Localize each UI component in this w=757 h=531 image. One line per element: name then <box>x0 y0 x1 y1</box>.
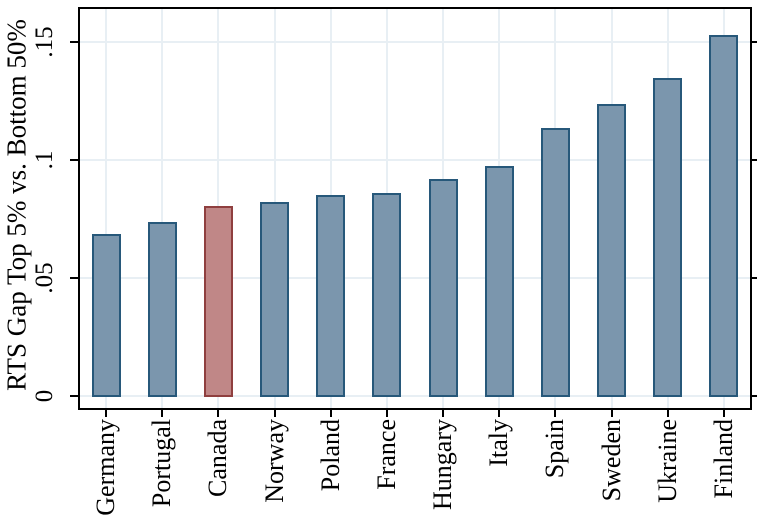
plot-border <box>78 7 752 410</box>
bar-norway <box>260 202 289 397</box>
bar-sweden <box>597 104 626 397</box>
x-tick-label-text: Poland <box>316 419 345 492</box>
x-axis-tick <box>161 410 163 417</box>
x-tick-label-text: Sweden <box>597 419 626 502</box>
h-gridline <box>78 41 752 43</box>
v-gridline <box>105 7 107 408</box>
bar-spain <box>541 128 570 397</box>
y-tick-label-text: .15 <box>31 26 58 58</box>
x-tick-label-text: Norway <box>260 419 289 503</box>
y-tick-label-text: .1 <box>31 150 58 170</box>
y-axis-tick <box>70 159 78 161</box>
bar-portugal <box>148 222 177 397</box>
y-axis-tick-right <box>752 159 757 161</box>
x-axis-tick <box>498 410 500 417</box>
x-tick-label-text: Italy <box>484 419 513 467</box>
x-axis-tick <box>667 410 669 417</box>
y-tick-label-text: 0 <box>31 389 58 403</box>
x-axis-tick <box>442 410 444 417</box>
y-axis-tick-right <box>752 395 757 397</box>
x-axis-tick <box>330 410 332 417</box>
h-gridline <box>78 159 752 161</box>
bar-poland <box>316 195 345 397</box>
bar-finland <box>709 35 738 397</box>
bar-italy <box>485 166 514 397</box>
y-axis-tick <box>70 395 78 397</box>
x-tick-label-text: Germany <box>91 419 120 516</box>
x-axis-tick <box>554 410 556 417</box>
y-axis-tick <box>70 277 78 279</box>
x-tick-label-text: Canada <box>203 419 232 497</box>
x-tick-label-text: France <box>372 419 401 490</box>
y-axis-tick-right <box>752 277 757 279</box>
bar-ukraine <box>653 78 682 397</box>
bar-france <box>372 193 401 397</box>
x-tick-label-text: Ukraine <box>653 419 682 503</box>
y-axis-title-text: RTS Gap Top 5% vs. Bottom 50% <box>1 19 32 391</box>
x-tick-label-text: Portugal <box>147 419 176 508</box>
bar-hungary <box>429 179 458 397</box>
x-tick-label-text: Finland <box>709 419 738 499</box>
y-axis-tick-right <box>752 41 757 43</box>
bar-canada <box>204 206 233 397</box>
bar-germany <box>92 234 121 397</box>
x-axis-tick <box>723 410 725 417</box>
plot-area <box>70 7 757 417</box>
v-gridline <box>161 7 163 408</box>
y-tick-label-text: .05 <box>31 262 58 294</box>
x-axis-tick <box>105 410 107 417</box>
h-gridline <box>78 277 752 279</box>
x-axis-tick <box>217 410 219 417</box>
y-axis-tick <box>70 41 78 43</box>
x-axis-tick <box>386 410 388 417</box>
x-tick-label-text: Spain <box>540 419 569 479</box>
x-axis-tick <box>611 410 613 417</box>
x-axis-tick <box>274 410 276 417</box>
h-gridline <box>78 395 752 397</box>
x-tick-label-text: Hungary <box>428 419 457 510</box>
